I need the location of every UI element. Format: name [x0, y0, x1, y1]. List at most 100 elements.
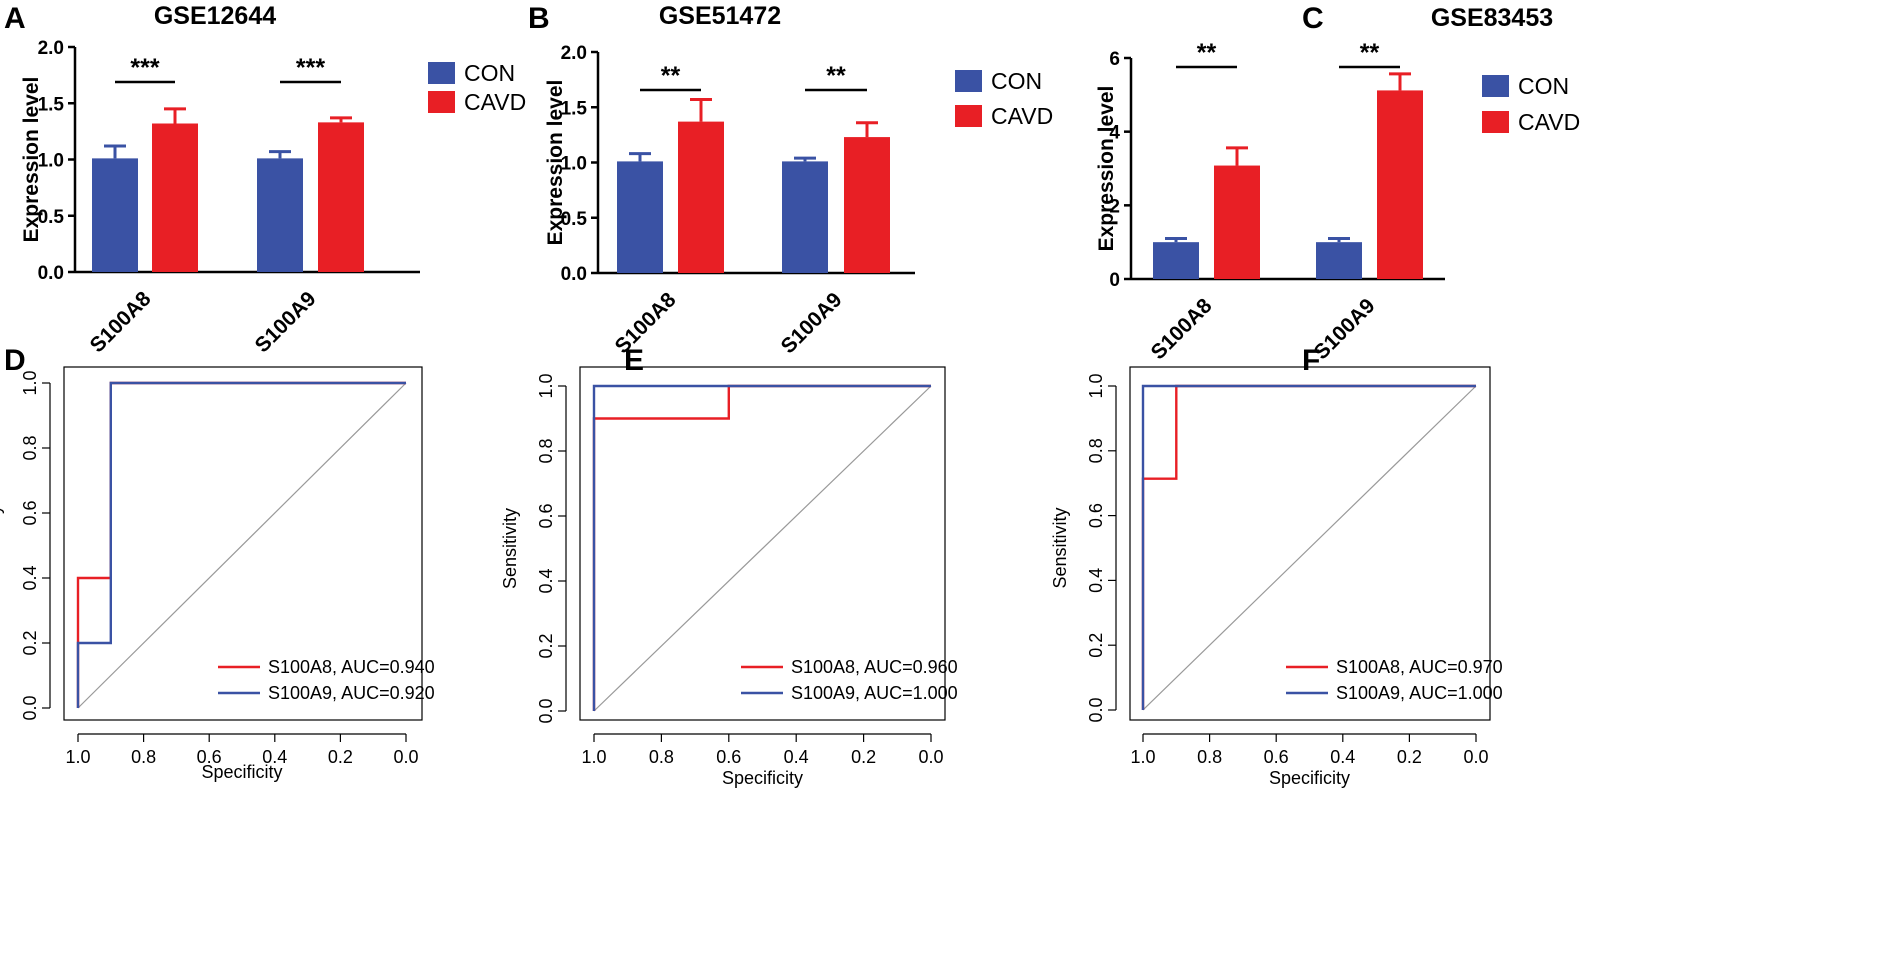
y-tick-label: 1.0	[20, 370, 40, 395]
x-tick-label: 1.0	[581, 747, 606, 767]
chart-title: GSE83453	[1431, 4, 1553, 32]
y-axis-label: Expression level	[1095, 86, 1118, 252]
x-tick-label: 0.4	[784, 747, 809, 767]
legend-swatch-cavd	[428, 91, 455, 113]
significance-label: **	[1360, 39, 1380, 67]
roc-panel-F: F 1.0 0.8 0.6 0.4 0.2 0.0 0.0 0.2 0.4 0.6 0.8 1.0 Spe…	[1050, 344, 1503, 788]
y-tick-label: 1.0	[561, 154, 587, 175]
bar-cavd-s100a8	[678, 121, 724, 274]
significance-label: **	[661, 62, 681, 90]
legend-label-con: CON	[991, 68, 1042, 94]
x-tick-label: 0.6	[1264, 747, 1289, 767]
panel-letter: B	[528, 2, 550, 35]
x-tick-label: S100A8	[86, 287, 156, 357]
bar-cavd-s100a8	[152, 123, 198, 272]
legend: S100A8, AUC=0.960 S100A9, AUC=1.000	[735, 650, 958, 710]
legend-swatch-con	[1482, 75, 1509, 97]
chart-title: GSE12644	[154, 2, 276, 30]
significance-label: **	[826, 62, 846, 90]
y-axis-label: Expression level	[20, 77, 43, 243]
x-tick-label: 1.0	[65, 747, 90, 767]
roc-curve-s100a9	[1141, 384, 1476, 710]
significance-label: **	[1197, 39, 1217, 67]
y-tick-label: 0.5	[38, 207, 65, 228]
x-tick-label: S100A9	[251, 287, 321, 357]
x-tick-label: 0.4	[262, 747, 287, 767]
y-axis-label: Sensitivity	[500, 508, 520, 589]
y-tick-label: 0.6	[1086, 503, 1106, 528]
y-tick-label: 0.0	[38, 263, 64, 284]
y-tick-label: 0.5	[561, 209, 588, 230]
legend-label-cavd: CAVD	[1518, 109, 1580, 135]
y-tick-label: 2.0	[38, 38, 64, 59]
y-tick-label: 4	[1109, 123, 1120, 144]
x-tick-label: 0.0	[1463, 747, 1488, 767]
panel-letter: D	[4, 344, 26, 377]
legend-swatch-cavd	[955, 105, 982, 127]
y-tick-label: 0.4	[20, 565, 40, 590]
x-axis-label: Specificity	[722, 768, 803, 788]
legend: S100A8, AUC=0.970 S100A9, AUC=1.000	[1280, 650, 1503, 710]
x-axis-label: Specificity	[201, 762, 282, 782]
x-axis-label: Specificity	[1269, 768, 1350, 788]
roc-curve-s100a9	[76, 381, 406, 708]
y-tick-label: 0.2	[536, 633, 556, 658]
y-tick-label: 2	[1109, 196, 1120, 217]
bar-cavd-s100a9	[1377, 90, 1423, 279]
reference-diagonal	[77, 382, 407, 709]
y-tick-label: 0.8	[536, 438, 556, 463]
legend-label-cavd: CAVD	[991, 103, 1053, 129]
legend-box	[1280, 650, 1480, 710]
plot-frame	[579, 366, 946, 721]
legend-label-s100a8: S100A8, AUC=0.960	[791, 657, 958, 677]
y-tick-label: 0.2	[20, 630, 40, 655]
y-tick-label: 0	[1109, 270, 1120, 291]
x-tick-label: 0.8	[131, 747, 156, 767]
y-tick-label: 0.2	[1086, 633, 1106, 658]
y-tick-label: 0.4	[1086, 568, 1106, 593]
y-tick-label: 0.0	[1086, 697, 1106, 722]
reference-diagonal	[593, 385, 932, 712]
y-axis-label: Expression level	[544, 80, 567, 246]
legend-swatch-con	[955, 70, 982, 92]
roc-panel-E: E 1.0 0.8 0.6 0.4 0.2 0.0 0.0 0.2 0.4 0.6 0.8 1.0 Spe…	[500, 344, 958, 788]
y-tick-label: 2.0	[561, 43, 587, 64]
x-tick-label: S100A9	[777, 288, 847, 358]
y-axis-label: Sensitivity	[1050, 507, 1070, 588]
bar-cavd-s100a9	[844, 137, 890, 273]
panel-letter: F	[1302, 344, 1320, 377]
y-tick-label: 0.0	[536, 698, 556, 723]
legend-swatch-cavd	[1482, 111, 1509, 133]
chart-title: GSE51472	[659, 2, 781, 30]
bar-panel-B: B GSE51472 0.0 0.5 1.0 1.5 2.0 Expression level…	[528, 2, 1053, 358]
x-tick-label: 0.2	[328, 747, 353, 767]
x-tick-label: 0.2	[1397, 747, 1422, 767]
legend-label-con: CON	[464, 60, 515, 86]
x-tick-label: 1.0	[1130, 747, 1155, 767]
x-tick-label: 0.0	[918, 747, 943, 767]
legend-label-con: CON	[1518, 73, 1569, 99]
y-tick-label: 0.8	[1086, 438, 1106, 463]
reference-diagonal	[1142, 385, 1477, 711]
bar-cavd-s100a8	[1214, 165, 1260, 279]
y-tick-label: 1.5	[38, 94, 65, 115]
panel-letter: A	[4, 2, 26, 35]
x-tick-label: 0.4	[1330, 747, 1355, 767]
legend-label-cavd: CAVD	[464, 89, 526, 115]
y-tick-label: 1.0	[38, 151, 64, 172]
y-tick-label: 0.4	[536, 568, 556, 593]
legend: S100A8, AUC=0.940 S100A9, AUC=0.920	[212, 650, 435, 710]
y-axis-label: Sensitivity	[0, 505, 4, 586]
roc-panel-D: D1.0 0.8 0.6 0.4 0.2 0.00.00.20.40.60.81.0Spe…	[0, 344, 435, 782]
y-tick-label: 0.0	[561, 264, 587, 285]
roc-curve-s100a9	[592, 384, 931, 711]
bar-con-s100a8	[1153, 242, 1199, 279]
bar-panel-A: A GSE12644 0.0 0.5 1.0 1.5 2.0 Expression level…	[4, 2, 526, 357]
panel-letter: C	[1302, 2, 1324, 35]
y-tick-label: 0.8	[20, 435, 40, 460]
legend-label-s100a9: S100A9, AUC=1.000	[791, 683, 958, 703]
x-tick-label: 0.8	[649, 747, 674, 767]
x-tick-label: S100A8	[1147, 294, 1217, 364]
